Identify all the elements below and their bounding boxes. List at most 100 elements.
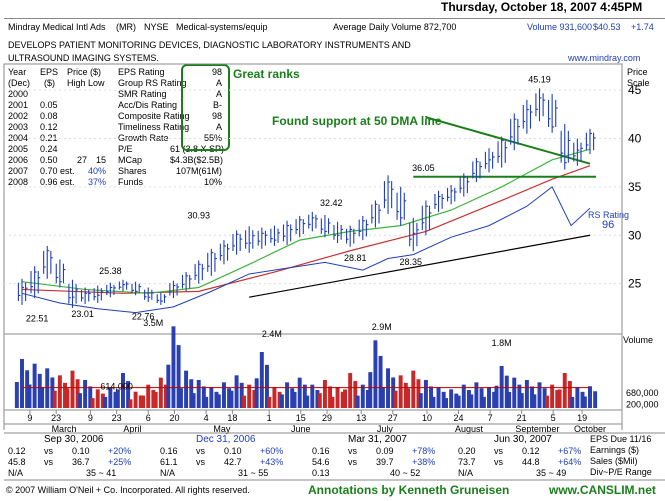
volume-annotation: 2.4M bbox=[262, 329, 282, 339]
x-tick-label: 23 bbox=[51, 413, 61, 423]
volume-bar bbox=[393, 390, 398, 408]
volume-bar bbox=[441, 391, 446, 408]
volume-bar bbox=[444, 398, 448, 408]
company-description-line-2: ULTRASOUND IMAGING SYSTEMS. bbox=[8, 53, 159, 63]
volume-bar bbox=[469, 394, 474, 408]
x-tick-label: 19 bbox=[577, 413, 587, 423]
volume-bar bbox=[216, 394, 221, 408]
volume-bar bbox=[209, 387, 214, 408]
volume-bar bbox=[380, 386, 385, 408]
volume-bar bbox=[449, 389, 454, 408]
volume-bar bbox=[75, 379, 80, 408]
rating-label: SMR Rating bbox=[118, 89, 167, 99]
volume-bar bbox=[481, 396, 486, 408]
quarter-pe: N/A bbox=[8, 468, 24, 478]
quarter-value-prev: 0.12 bbox=[522, 446, 540, 456]
volume-bar bbox=[234, 375, 239, 408]
x-tick-label: 13 bbox=[356, 413, 366, 423]
eps-due-date: EPS Due 11/16 bbox=[590, 434, 652, 444]
canslim-site-link[interactable]: www.CANSLIM.net bbox=[549, 483, 656, 497]
fund-eps: 0.24 bbox=[40, 144, 58, 154]
price-panel-border bbox=[3, 63, 623, 335]
col-year-header: Year bbox=[8, 67, 27, 77]
volume-bar bbox=[330, 396, 335, 408]
chart-frame bbox=[3, 63, 623, 430]
exchange: NYSE bbox=[144, 22, 169, 32]
rating-label: Shares bbox=[118, 166, 147, 176]
quarter-vs: vs bbox=[44, 446, 53, 456]
volume-bar bbox=[176, 345, 181, 408]
rating-value: A bbox=[215, 89, 222, 99]
x-tick-label: 6 bbox=[146, 413, 151, 423]
volume-bar bbox=[416, 379, 421, 408]
volume-bar bbox=[530, 386, 535, 408]
quarter-change: +60% bbox=[260, 446, 284, 456]
annotations-credit: Annotations by Kenneth Gruneisen bbox=[308, 483, 510, 497]
x-month-label: June bbox=[291, 424, 311, 434]
volume-bar bbox=[411, 370, 416, 408]
fund-eps: 0.08 bbox=[40, 111, 58, 121]
company-website[interactable]: www.mindray.com bbox=[568, 53, 641, 63]
volume-bar bbox=[279, 394, 284, 408]
volume-bar bbox=[239, 382, 244, 408]
price-tick-label: 40 bbox=[628, 132, 642, 146]
fund-eps: 0.05 bbox=[40, 100, 58, 110]
volume-bar bbox=[418, 393, 423, 408]
volume-bar bbox=[373, 340, 378, 408]
volume-bar bbox=[335, 387, 340, 408]
found-support-annotation: Found support at 50 DMA line bbox=[272, 114, 442, 128]
rating-value: 55% bbox=[203, 133, 222, 143]
volume-bar bbox=[436, 387, 441, 408]
volume-bar bbox=[555, 390, 560, 408]
volume-bar bbox=[580, 391, 585, 408]
volume-bar bbox=[171, 326, 176, 408]
volume-bar bbox=[360, 384, 365, 408]
volume-bar bbox=[32, 363, 37, 408]
volume-bar bbox=[63, 382, 67, 408]
volume-bar bbox=[302, 384, 307, 408]
volume-bar bbox=[297, 377, 302, 408]
rating-label: EPS Rating bbox=[118, 67, 165, 77]
x-month-label: March bbox=[52, 424, 77, 434]
price-annotation: 32.42 bbox=[320, 198, 343, 208]
volume-bar bbox=[487, 387, 491, 408]
price-annotation: 45.19 bbox=[528, 74, 551, 84]
volume-bar bbox=[474, 382, 479, 408]
quarter-value-prev: 42.7 bbox=[224, 457, 242, 467]
volume-bar bbox=[557, 389, 562, 408]
volume-bar bbox=[454, 393, 459, 408]
quarter-vs: vs bbox=[348, 446, 357, 456]
volume-bar bbox=[494, 385, 499, 408]
quarter-date: Dec 31, 2006 bbox=[196, 434, 256, 445]
x-month-label: August bbox=[455, 424, 484, 434]
volume-bar bbox=[310, 384, 315, 408]
rating-label: Composite Rating bbox=[118, 111, 190, 121]
volume-bar bbox=[90, 398, 95, 408]
volume-bar bbox=[456, 395, 461, 408]
fund-year: 2000 bbox=[8, 89, 29, 99]
col-year-subheader: (Dec) bbox=[8, 78, 30, 88]
volume-bar bbox=[466, 390, 471, 408]
rating-label: Timeliness Rating bbox=[118, 122, 190, 132]
volume-bar bbox=[348, 373, 353, 408]
volume-bar bbox=[542, 388, 547, 408]
volume-bar bbox=[133, 391, 138, 408]
volume-bar bbox=[247, 384, 252, 408]
volume-annotation: 1.8M bbox=[492, 338, 512, 348]
quarter-value-now: 45.8 bbox=[8, 457, 26, 467]
col-price-header: Price ($) bbox=[67, 67, 102, 77]
volume-annotation: 2.9M bbox=[372, 322, 392, 332]
fund-year: 2001 bbox=[8, 100, 29, 110]
volume-bar bbox=[343, 389, 348, 408]
volume-bar bbox=[277, 391, 282, 408]
quarter-value-now: 73.7 bbox=[458, 457, 476, 467]
rating-value: 10% bbox=[203, 177, 222, 187]
volume-bar bbox=[550, 384, 555, 408]
volume-bar bbox=[141, 395, 146, 408]
rs-rating-label: RS Rating bbox=[588, 210, 630, 220]
fund-price-low: 15 bbox=[96, 155, 107, 165]
col-eps-header: EPS bbox=[40, 67, 59, 77]
volume-bar bbox=[355, 395, 360, 408]
price-annotation: 23.01 bbox=[71, 309, 94, 319]
volume-bar bbox=[146, 384, 151, 408]
